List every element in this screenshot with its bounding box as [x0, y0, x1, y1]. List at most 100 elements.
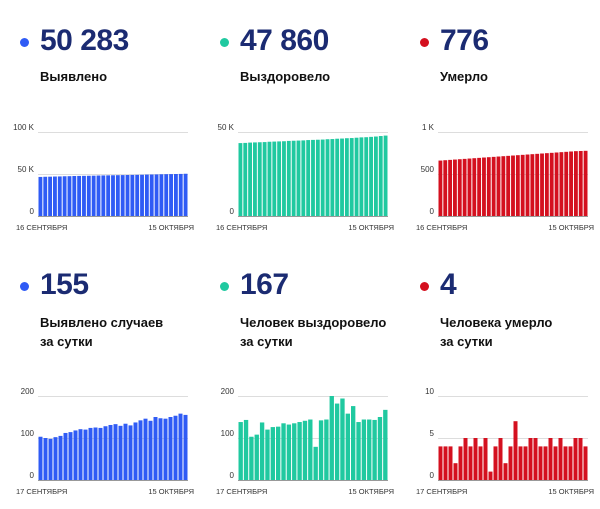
- bar: [286, 424, 292, 480]
- bar: [111, 175, 115, 216]
- bar: [559, 152, 564, 216]
- bar: [57, 176, 62, 216]
- bar: [63, 432, 68, 480]
- bar: [383, 135, 388, 216]
- bar: [86, 175, 91, 216]
- stat-value: 155: [40, 268, 89, 301]
- y-tick-label: 0: [430, 471, 435, 480]
- bar: [523, 446, 528, 480]
- stat-label: Человек выздоровело за сутки: [240, 315, 387, 349]
- bar: [43, 176, 48, 216]
- red-dot-icon: [420, 282, 429, 291]
- stat-label: Выявлено: [40, 69, 108, 84]
- red-dot-icon: [420, 38, 429, 47]
- bar: [511, 155, 515, 216]
- bar: [291, 140, 296, 216]
- bar: [356, 422, 361, 480]
- bar: [72, 176, 77, 216]
- bar: [120, 175, 125, 216]
- stat-value: 776: [440, 24, 489, 57]
- bar: [564, 151, 569, 216]
- bar: [491, 156, 496, 216]
- bar: [525, 154, 530, 216]
- bar: [38, 176, 43, 216]
- bar: [296, 140, 301, 216]
- bar: [149, 174, 154, 216]
- blue-dot-icon: [20, 282, 29, 291]
- bar: [302, 420, 308, 480]
- bar: [508, 446, 513, 480]
- bar: [248, 142, 253, 216]
- stat-value: 50 283: [40, 24, 129, 57]
- bar: [270, 427, 275, 480]
- bar: [113, 424, 118, 480]
- bar: [334, 403, 340, 480]
- x-label-start: 17 СЕНТЯБРЯ: [216, 487, 267, 496]
- panel-detected-daily: 155 Выявлено случаев за сутки 0 100 200 17 …: [12, 268, 198, 496]
- x-label-end: 15 ОКТЯБРЯ: [148, 223, 194, 232]
- bar: [106, 175, 111, 216]
- bar: [443, 446, 448, 480]
- bar: [238, 422, 243, 480]
- bar: [138, 420, 143, 480]
- bar: [153, 417, 158, 480]
- bar: [163, 418, 168, 480]
- chart-detected-daily: 0 100 200 17 СЕНТЯБРЯ 15 ОКТЯБРЯ: [16, 387, 194, 496]
- bar: [48, 176, 53, 216]
- bar: [549, 152, 554, 216]
- x-label-start: 16 СЕНТЯБРЯ: [216, 223, 267, 232]
- bar: [68, 432, 73, 480]
- bar: [277, 141, 282, 216]
- bar: [53, 176, 57, 216]
- bar: [62, 176, 67, 216]
- bar: [367, 419, 372, 480]
- panel-detected-total: 50 283 Выявлено 0 50 K 100 K 16 СЕНТЯБРЯ 15 …: [12, 24, 198, 232]
- x-label-start: 16 СЕНТЯБРЯ: [416, 223, 467, 232]
- bar: [503, 463, 508, 480]
- stat-label: Выздоровело: [240, 69, 331, 84]
- bar: [243, 142, 248, 216]
- bar: [477, 157, 482, 216]
- bar: [91, 175, 96, 216]
- bar: [183, 414, 188, 480]
- bar: [140, 174, 144, 216]
- bar: [267, 141, 272, 216]
- bar: [518, 446, 523, 480]
- bar: [108, 424, 113, 480]
- bar: [515, 155, 520, 216]
- chart-detected-total: 0 50 K 100 K 16 СЕНТЯБРЯ 15 ОКТЯБРЯ: [13, 123, 194, 232]
- bar: [354, 137, 359, 216]
- chart-recovered-daily: 0 100 200 17 СЕНТЯБРЯ 15 ОКТЯБРЯ: [216, 387, 394, 496]
- y-tick-label: 500: [421, 165, 435, 174]
- bar: [568, 446, 573, 480]
- bar: [498, 438, 503, 480]
- bar: [513, 421, 518, 480]
- panel-recovered-daily: 167 Человек выздоровело за сутки 0 100 200…: [212, 268, 398, 496]
- bar: [262, 142, 267, 216]
- bar: [349, 138, 354, 216]
- bar: [265, 429, 270, 480]
- bar: [123, 423, 128, 480]
- bar: [383, 409, 388, 480]
- bar: [253, 142, 257, 216]
- bar: [313, 446, 318, 480]
- bar: [135, 174, 140, 216]
- bar: [320, 139, 325, 216]
- x-label-end: 15 ОКТЯБРЯ: [148, 487, 194, 496]
- bar: [257, 142, 262, 216]
- bar: [276, 426, 281, 480]
- bar: [364, 137, 369, 216]
- bar: [173, 174, 178, 216]
- bar: [249, 436, 254, 480]
- bar: [173, 415, 178, 480]
- bar: [438, 446, 443, 480]
- y-tick-label: 50 K: [18, 165, 35, 174]
- bar: [259, 422, 265, 480]
- bar: [488, 471, 493, 480]
- bar: [243, 419, 249, 480]
- bar: [335, 138, 340, 216]
- bar: [486, 157, 491, 216]
- bar: [569, 151, 573, 216]
- bar: [373, 136, 378, 216]
- bar: [482, 157, 486, 216]
